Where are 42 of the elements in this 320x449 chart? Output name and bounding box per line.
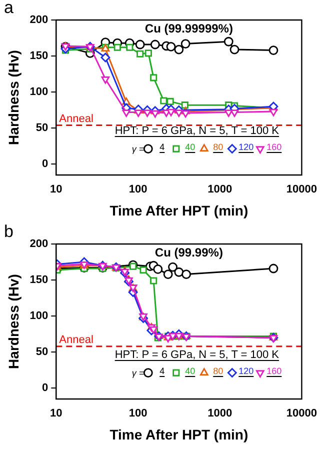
y-tick-label: 200 [30, 238, 48, 250]
x-axis-title: Time After HPT (min) [110, 426, 248, 442]
legend-label: 40 [184, 142, 196, 153]
ref-line-label: Anneal [59, 112, 94, 125]
y-tick-label: 200 [30, 14, 48, 26]
x-tick-label: 10 [50, 184, 62, 196]
y-tick-label: 100 [30, 86, 48, 98]
ref-line-label: Anneal [59, 334, 94, 346]
legend-label: 80 [212, 142, 224, 153]
chart-title: Cu (99.99999%) [144, 21, 233, 36]
y-tick-label: 100 [30, 310, 48, 322]
text: b [4, 222, 14, 242]
legend-label: 40 [184, 366, 196, 377]
legend-label: 120 [238, 366, 255, 377]
x-tick-label: 100 [128, 184, 148, 196]
legend-label: 160 [266, 142, 283, 153]
legend-title: γ = [132, 368, 144, 378]
annotation: HPT: P = 6 GPa, N = 5, T = 100 K [114, 348, 280, 362]
x-axis-title: Time After HPT (min) [110, 202, 248, 218]
y-axis-title: Hardness (Hv) [5, 50, 22, 145]
y-axis-title: Hardness (Hv) [5, 274, 22, 369]
y-tick-label: 150 [30, 274, 48, 286]
x-tick-label: 10000 [286, 408, 318, 420]
annotation: HPT: P = 6 GPa, N = 5, T = 100 K [114, 124, 280, 138]
legend-label: 120 [238, 142, 255, 153]
y-tick-label: 150 [30, 50, 48, 62]
x-tick-label: 10000 [286, 184, 318, 196]
legend-label: 4 [158, 142, 166, 153]
y-tick-label: 0 [42, 382, 48, 394]
y-tick-label: 50 [36, 122, 48, 134]
x-tick-label: 1000 [208, 184, 232, 196]
legend-label: 4 [158, 366, 166, 377]
y-tick-label: 0 [42, 158, 48, 170]
x-tick-label: 10 [50, 408, 62, 420]
x-tick-label: 100 [128, 408, 148, 420]
text: a [4, 0, 14, 18]
chart-title: Cu (99.99%) [154, 245, 223, 260]
legend-label: 80 [212, 366, 224, 377]
x-tick-label: 1000 [208, 408, 232, 420]
y-tick-label: 50 [36, 346, 48, 358]
legend-label: 160 [266, 366, 283, 377]
legend-title: γ = [132, 144, 144, 154]
